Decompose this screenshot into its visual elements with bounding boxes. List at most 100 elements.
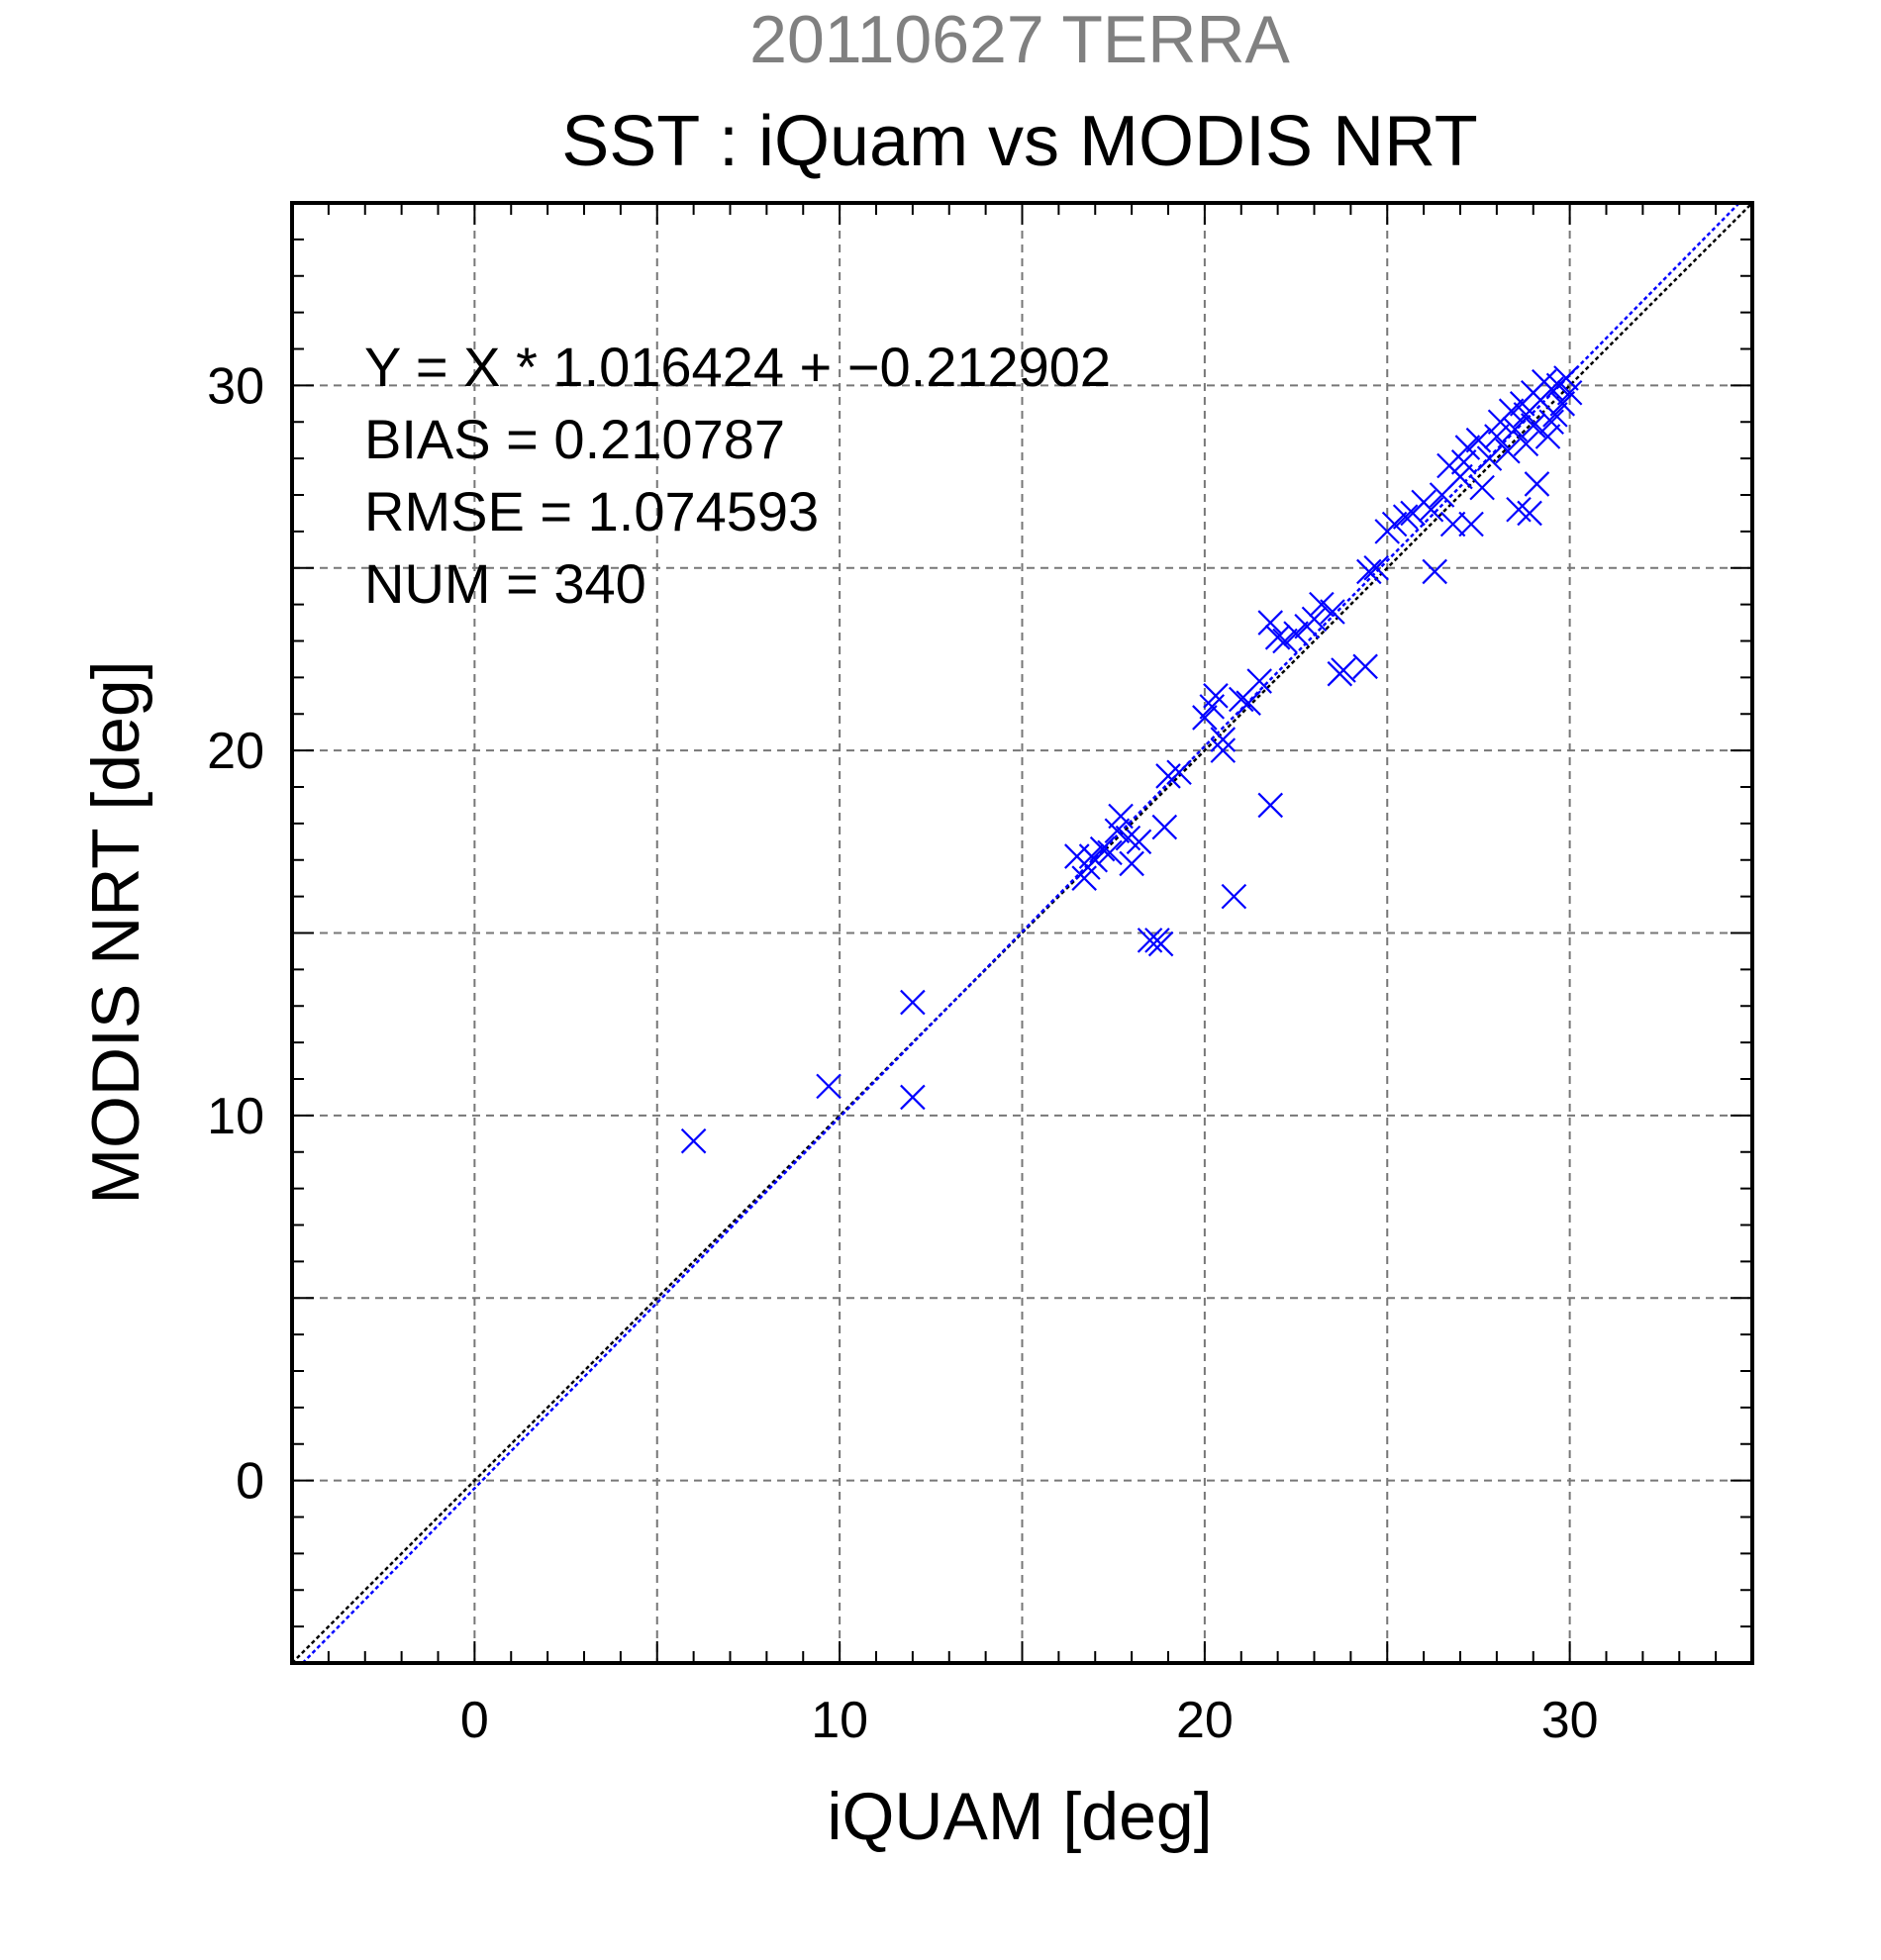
data-point-stroke xyxy=(1119,850,1144,877)
data-point-stroke xyxy=(1513,431,1539,457)
data-point xyxy=(1166,759,1192,786)
data-point-stroke xyxy=(680,1127,707,1154)
stat-bias: BIAS = 0.210787 xyxy=(364,408,785,470)
data-point-stroke xyxy=(1082,846,1109,873)
data-point-stroke xyxy=(1210,737,1237,763)
data-point xyxy=(1363,554,1389,581)
stat-equation: Y = X * 1.016424 + −0.212902 xyxy=(364,336,1111,398)
identity-line xyxy=(291,202,1753,1664)
data-point xyxy=(1450,449,1477,475)
x-tick-label: 10 xyxy=(811,1692,868,1749)
data-point xyxy=(1498,398,1525,424)
data-point-stroke xyxy=(1469,474,1495,501)
data-point xyxy=(1221,883,1247,910)
chart-title: SST : iQuam vs MODIS NRT xyxy=(561,102,1478,181)
x-tick-label: 30 xyxy=(1541,1692,1599,1749)
data-point-stroke xyxy=(1524,471,1550,497)
data-point-stroke xyxy=(1115,825,1141,851)
data-point-stroke xyxy=(1147,931,1174,957)
data-point-stroke xyxy=(1506,496,1532,523)
data-point xyxy=(1356,558,1382,585)
data-point-stroke xyxy=(1356,558,1382,585)
stat-num: NUM = 340 xyxy=(364,552,646,615)
data-point xyxy=(1381,511,1408,538)
data-point-stroke xyxy=(1126,829,1152,855)
data-point xyxy=(1309,591,1335,618)
data-point xyxy=(1513,431,1539,457)
data-point xyxy=(1513,402,1539,428)
data-point-stroke xyxy=(1556,379,1583,406)
data-point xyxy=(1542,402,1568,428)
data-point xyxy=(1104,818,1131,844)
data-point xyxy=(1520,413,1546,439)
data-point-stroke xyxy=(1495,438,1521,464)
data-point-stroke xyxy=(1097,839,1123,866)
data-point-stroke xyxy=(1363,554,1389,581)
data-point-stroke xyxy=(1484,424,1510,449)
data-point xyxy=(1447,463,1473,490)
data-point-stroke xyxy=(1447,463,1473,490)
data-point xyxy=(1126,829,1152,855)
data-point-stroke xyxy=(1210,727,1237,752)
data-point xyxy=(1272,628,1298,654)
data-point-stroke xyxy=(900,1084,926,1111)
data-point xyxy=(1097,839,1123,866)
data-point xyxy=(1495,438,1521,464)
fit-line xyxy=(301,202,1740,1664)
data-point-stroke xyxy=(1257,610,1284,636)
data-point-stroke xyxy=(1331,657,1356,683)
data-point xyxy=(1524,471,1550,497)
data-point-stroke xyxy=(1418,496,1444,523)
data-points xyxy=(680,365,1583,1154)
data-point xyxy=(1484,424,1510,449)
data-point-stroke xyxy=(1089,835,1116,862)
data-point xyxy=(1320,599,1345,625)
data-point xyxy=(1236,690,1261,716)
data-point-stroke xyxy=(1104,818,1131,844)
data-point-stroke xyxy=(1352,653,1378,680)
data-point xyxy=(1119,850,1144,877)
x-axis-label: iQUAM [deg] xyxy=(827,1779,1212,1854)
data-point xyxy=(680,1127,707,1154)
x-tick-label: 20 xyxy=(1176,1692,1234,1749)
data-point-stroke xyxy=(1192,705,1218,731)
data-point-stroke xyxy=(816,1073,842,1100)
data-point xyxy=(1538,409,1564,436)
data-point-stroke xyxy=(1454,435,1481,460)
x-tick-label: 0 xyxy=(460,1692,489,1749)
data-point xyxy=(1549,391,1576,417)
data-point xyxy=(1538,376,1564,402)
data-point-stroke xyxy=(1151,814,1178,840)
data-point-stroke xyxy=(1203,683,1229,709)
data-point-stroke xyxy=(1108,803,1134,830)
y-axis-label: MODIS NRT [deg] xyxy=(78,660,153,1204)
data-point xyxy=(816,1073,842,1100)
data-point-stroke xyxy=(1476,445,1503,471)
data-point-stroke xyxy=(1236,690,1261,716)
data-point-stroke xyxy=(1257,792,1284,819)
data-point xyxy=(1517,500,1542,527)
data-point xyxy=(1454,435,1481,460)
data-point-stroke xyxy=(1549,391,1576,417)
data-point-stroke xyxy=(1320,599,1345,625)
data-point-stroke xyxy=(1517,500,1542,527)
chart-supertitle: 20110627 TERRA xyxy=(749,2,1290,77)
data-point-stroke xyxy=(1513,402,1539,428)
data-point xyxy=(1476,445,1503,471)
data-point-stroke xyxy=(1137,928,1163,953)
data-point xyxy=(1257,610,1284,636)
data-point-stroke xyxy=(1422,558,1447,585)
data-point-stroke xyxy=(1542,402,1568,428)
data-point xyxy=(1534,424,1561,449)
data-point-stroke xyxy=(1502,416,1529,442)
data-point-stroke xyxy=(1272,628,1298,654)
data-point xyxy=(1283,621,1309,646)
data-point xyxy=(1089,835,1116,862)
data-point xyxy=(1147,931,1174,957)
data-point xyxy=(1246,668,1272,694)
data-point-stroke xyxy=(1381,511,1408,538)
data-point-stroke xyxy=(1221,883,1247,910)
tick-labels: 0 10 20 30 0 10 20 30 xyxy=(207,357,1598,1749)
data-point-stroke xyxy=(1439,511,1466,538)
